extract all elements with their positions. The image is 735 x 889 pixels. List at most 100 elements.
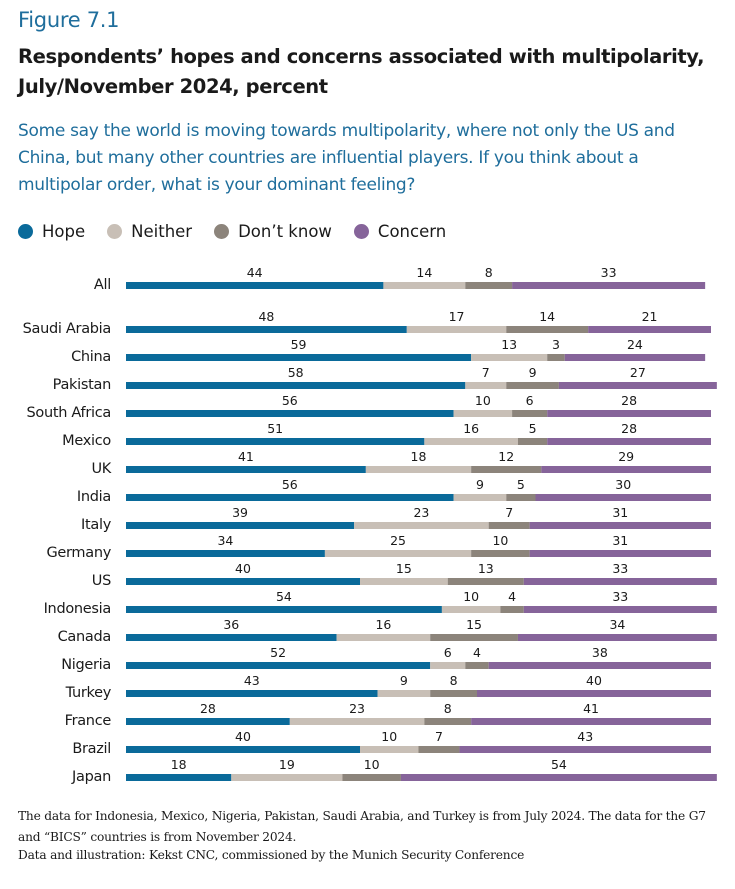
bar-segment-hope — [126, 466, 366, 473]
legend: Hope Neither Don’t know Concern — [18, 222, 468, 241]
data-label: 16 — [375, 617, 391, 632]
data-label: 34 — [217, 533, 233, 548]
bar-row-south-africa: South Africa 56 10 6 28 — [26, 393, 711, 421]
category-label: Indonesia — [44, 601, 111, 617]
bar-segment-neither — [231, 774, 343, 781]
bar-segment-don-t-know — [424, 718, 472, 725]
legend-label-dont-know: Don’t know — [238, 222, 332, 241]
bar-segment-neither — [471, 354, 548, 361]
bar-segment-don-t-know — [506, 382, 559, 389]
bar-segment-don-t-know — [430, 634, 518, 641]
bar-segment-concern — [459, 746, 711, 753]
data-label: 25 — [390, 533, 406, 548]
legend-item-dont-know: Don’t know — [214, 222, 332, 241]
bar-segment-hope — [126, 382, 466, 389]
legend-label-hope: Hope — [42, 222, 86, 241]
bar-segment-neither — [365, 466, 472, 473]
data-label: 4 — [473, 645, 481, 660]
data-label: 9 — [476, 477, 484, 492]
source-note: Data and illustration: Kekst CNC, commis… — [18, 848, 525, 862]
category-label: Pakistan — [53, 377, 111, 393]
bar-row-us: US 40 15 13 33 — [92, 561, 717, 589]
data-label: 31 — [612, 505, 628, 520]
data-label: 21 — [642, 309, 658, 324]
bar-segment-don-t-know — [517, 438, 548, 445]
category-label: UK — [91, 461, 111, 477]
data-label: 10 — [381, 729, 397, 744]
data-label: 23 — [349, 701, 365, 716]
bar-segment-hope — [126, 746, 360, 753]
survey-question: Some say the world is moving towards mul… — [18, 121, 675, 195]
category-label: Germany — [46, 545, 111, 561]
category-label: All — [94, 277, 111, 293]
bar-segment-don-t-know — [547, 354, 565, 361]
data-label: 6 — [526, 393, 534, 408]
bar-segment-neither — [465, 382, 507, 389]
bar-segment-concern — [523, 606, 717, 613]
bar-segment-concern — [564, 354, 706, 361]
bar-row-india: India 56 9 5 30 — [77, 477, 711, 505]
bar-segment-hope — [126, 282, 384, 289]
bar-row-france: France 28 23 8 41 — [65, 701, 711, 729]
bar-segment-don-t-know — [342, 774, 401, 781]
bar-segment-concern — [488, 662, 711, 669]
bar-segment-neither — [406, 326, 507, 333]
bar-segment-hope — [126, 662, 431, 669]
bar-segment-don-t-know — [465, 282, 513, 289]
category-label: Brazil — [72, 741, 111, 757]
bar-segment-neither — [336, 634, 431, 641]
bar-row-brazil: Brazil 40 10 7 43 — [72, 729, 711, 757]
data-label: 4 — [508, 589, 516, 604]
bar-segment-hope — [126, 494, 454, 501]
category-label: US — [92, 573, 111, 589]
data-label: 10 — [364, 757, 380, 772]
bar-segment-neither — [424, 438, 518, 445]
data-label: 9 — [529, 365, 537, 380]
bar-segment-don-t-know — [471, 550, 530, 557]
data-label: 9 — [400, 673, 408, 688]
bar-segment-concern — [541, 466, 711, 473]
bar-segment-hope — [126, 326, 407, 333]
data-label: 14 — [416, 265, 432, 280]
data-label: 29 — [618, 449, 634, 464]
bar-segment-neither — [383, 282, 466, 289]
figure-label: Figure 7.1 — [18, 8, 120, 32]
bar-segment-neither — [430, 662, 466, 669]
bar-segment-concern — [529, 550, 711, 557]
bar-row-mexico: Mexico 51 16 5 28 — [62, 421, 711, 449]
bar-segment-neither — [324, 550, 472, 557]
bar-segment-don-t-know — [506, 326, 589, 333]
bar-row-uk: UK 41 18 12 29 — [91, 449, 711, 477]
data-label: 8 — [485, 265, 493, 280]
legend-swatch-hope — [18, 224, 33, 239]
data-label: 40 — [235, 561, 251, 576]
bar-segment-concern — [512, 282, 706, 289]
bar-segment-don-t-know — [465, 662, 489, 669]
bar-segment-hope — [126, 606, 442, 613]
data-label: 52 — [270, 645, 286, 660]
bar-segment-neither — [354, 522, 489, 529]
category-label: Saudi Arabia — [23, 321, 111, 337]
category-label: France — [65, 713, 112, 729]
data-label: 5 — [529, 421, 537, 436]
bar-segment-concern — [558, 382, 717, 389]
category-label: India — [77, 489, 111, 505]
data-label: 38 — [592, 645, 608, 660]
bar-row-canada: Canada 36 16 15 34 — [58, 617, 717, 645]
legend-item-hope: Hope — [18, 222, 85, 241]
data-label: 54 — [276, 589, 292, 604]
category-label: Turkey — [65, 685, 112, 701]
data-label: 8 — [444, 701, 452, 716]
data-label: 34 — [609, 617, 625, 632]
legend-item-concern: Concern — [353, 222, 447, 241]
bar-row-china: China 59 13 3 24 — [71, 337, 706, 365]
legend-label-concern: Concern — [377, 222, 447, 241]
data-label: 41 — [238, 449, 254, 464]
category-label: Italy — [81, 517, 112, 533]
data-label: 10 — [492, 533, 508, 548]
bar-segment-don-t-know — [447, 578, 524, 585]
data-label: 30 — [615, 477, 631, 492]
data-label: 33 — [612, 561, 628, 576]
legend-swatch-concern — [353, 224, 369, 239]
footnote: The data for Indonesia, Mexico, Nigeria,… — [18, 809, 706, 844]
